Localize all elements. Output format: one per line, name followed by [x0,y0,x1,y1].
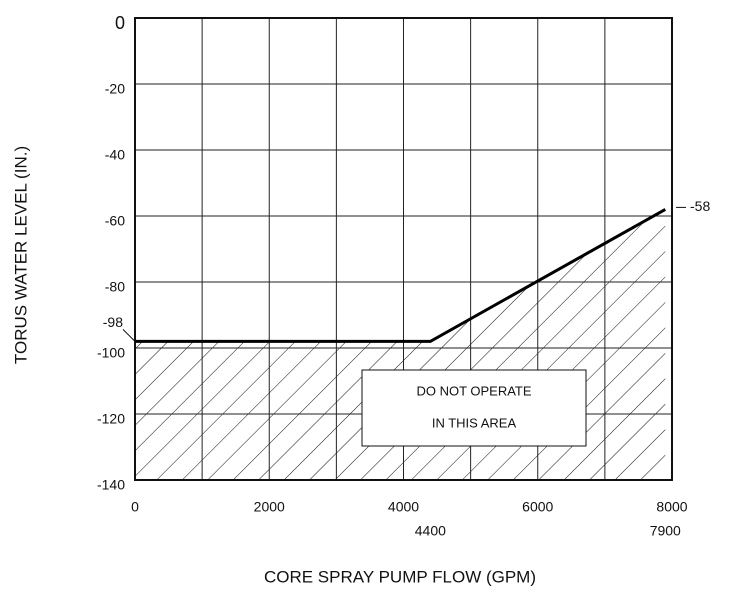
y-tick-label: -120 [97,411,125,427]
point-label: 4400 [415,523,446,539]
y-tick-label: -140 [97,477,125,493]
y-axis-title: TORUS WATER LEVEL (IN.) [11,146,30,364]
x-tick-label: 8000 [656,499,687,515]
y-tick-label: 0 [115,13,125,33]
plot-frame [134,17,673,481]
x-axis-title: CORE SPRAY PUMP FLOW (GPM) [264,567,536,586]
y-tick-label: -100 [97,345,125,361]
y-tick-label: -40 [105,147,125,163]
x-tick-label: 0 [131,499,139,515]
x-tick-label: 6000 [522,499,553,515]
x-tick-label: 4000 [388,499,419,515]
x-tick-label: 2000 [254,499,285,515]
y-tick-label: -20 [105,81,125,97]
annotation-text: DO NOT OPERATE [416,383,531,398]
leader [122,329,136,342]
annotation-text: IN THIS AREA [432,415,517,430]
limit-line [135,208,667,343]
annotation-box [361,369,587,447]
point-label: 7900 [650,523,681,539]
y-tick-label: -60 [105,213,125,229]
y-tick-label: -80 [105,279,125,295]
point-label: -58 [690,198,710,214]
point-label: -98 [103,314,123,330]
